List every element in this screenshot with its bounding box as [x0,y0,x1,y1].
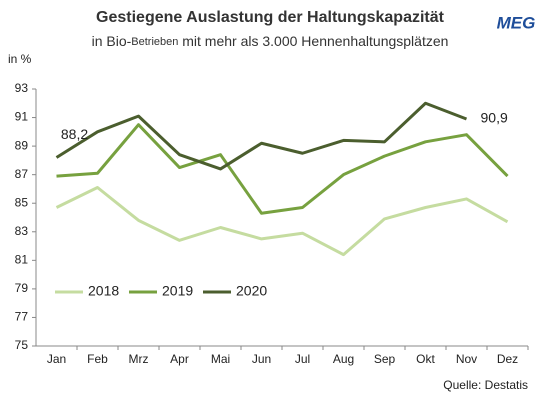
legend-label: 2018 [88,283,119,299]
x-tick-label: Feb [87,352,108,366]
subtitle-part: in Bio- [92,33,132,49]
line-series [55,101,468,171]
y-axis-label: in % [8,52,32,66]
line-series [56,123,509,215]
legend-label: 2019 [162,283,193,299]
source: Quelle: Destatis [443,378,528,392]
x-tick-label: Apr [170,352,189,366]
x-tick-label: Jan [47,352,66,366]
legend-label: 2020 [236,283,267,299]
x-tick-label: Mrz [129,352,149,366]
line-series [55,186,509,257]
y-tick-label: 75 [15,338,29,352]
y-tick-label: 81 [15,253,29,267]
y-tick-label: 85 [15,195,29,209]
chart-title: Gestiegene Auslastung der Haltungskapazi… [96,9,445,26]
y-tick-label: 87 [15,167,29,181]
subtitle-part: Betrieben [131,36,178,48]
chart-subtitle: in Bio-Betrieben mit mehr als 3.000 Henn… [92,33,449,49]
x-tick-label: Okt [416,352,435,366]
y-tick-label: 79 [15,281,29,295]
y-tick-label: 77 [15,310,29,324]
y-tick-label: 83 [15,224,29,238]
y-tick-label: 89 [15,138,29,152]
y-tick-label: 93 [15,81,29,95]
x-tick-label: Sep [374,352,396,366]
data-label: 88,2 [61,126,88,142]
logo: MEG [497,13,536,32]
y-tick-label: 91 [15,110,29,124]
x-tick-label: Mai [211,352,230,366]
x-tick-label: Jul [295,352,310,366]
subtitle-part: mit mehr als 3.000 Hennenhaltungsplätzen [178,33,448,49]
data-label: 90,9 [481,110,508,126]
x-tick-label: Nov [456,352,477,366]
x-tick-label: Dez [497,352,518,366]
x-tick-label: Aug [333,352,354,366]
x-tick-label: Jun [252,352,271,366]
